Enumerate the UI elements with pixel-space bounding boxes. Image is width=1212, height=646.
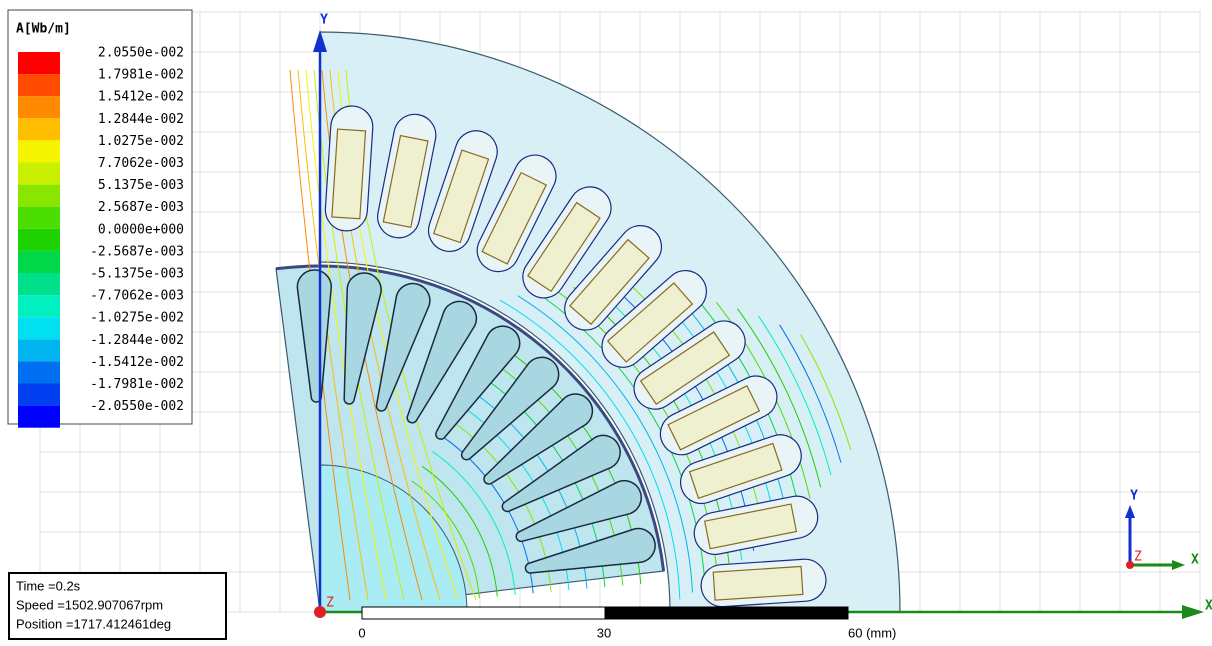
- info-line: Time =0.2s: [16, 578, 81, 593]
- legend-swatch: [18, 251, 60, 273]
- legend-label: 1.0275e-002: [98, 134, 184, 149]
- legend-label: 7.7062e-003: [98, 156, 184, 171]
- legend-label: -1.2844e-002: [90, 333, 184, 348]
- y-axis-label: Y: [320, 13, 328, 28]
- scale-label: 60 (mm): [848, 625, 896, 640]
- legend-label: 0.0000e+000: [98, 222, 184, 237]
- legend-swatch: [18, 273, 60, 295]
- legend-label: 5.1375e-003: [98, 178, 184, 193]
- legend-swatch: [18, 118, 60, 140]
- legend-label: -7.7062e-003: [90, 289, 184, 304]
- motor-geometry: [276, 32, 900, 612]
- legend-swatch: [18, 229, 60, 251]
- legend-swatch: [18, 185, 60, 207]
- legend-swatch: [18, 339, 60, 361]
- stator-slot: [700, 558, 827, 608]
- scale-label: 30: [597, 625, 611, 640]
- legend-swatch: [18, 207, 60, 229]
- legend-swatch: [18, 295, 60, 317]
- stator-slot: [324, 105, 374, 232]
- legend-swatch: [18, 96, 60, 118]
- triad-y-arrow: [1125, 505, 1135, 518]
- coil: [713, 566, 803, 600]
- legend-label: 1.5412e-002: [98, 90, 184, 105]
- triad-x-label: X: [1191, 553, 1199, 568]
- legend-swatch: [18, 384, 60, 406]
- x-arrow: [1182, 605, 1204, 619]
- triad-origin: [1126, 561, 1134, 569]
- legend-label: -5.1375e-003: [90, 267, 184, 282]
- triad-x-arrow: [1172, 560, 1185, 570]
- legend-swatch: [18, 406, 60, 428]
- legend-label: 2.5687e-003: [98, 200, 184, 215]
- legend-swatch: [18, 140, 60, 162]
- legend-label: -2.5687e-003: [90, 244, 184, 259]
- legend-label: -1.0275e-002: [90, 311, 184, 326]
- info-line: Speed =1502.907067rpm: [16, 597, 163, 612]
- scale-label: 0: [358, 625, 365, 640]
- scale-bar-black: [605, 607, 848, 619]
- z-axis-label: Z: [326, 596, 334, 611]
- legend-label: -1.5412e-002: [90, 355, 184, 370]
- legend-title: A[Wb/m]: [16, 22, 71, 37]
- field-view: Y X Z Y X Z 0 30 60 (mm) A[Wb/m] 2.0550e-0…: [0, 0, 1212, 646]
- legend-label: 1.2844e-002: [98, 112, 184, 127]
- scale-bar-white: [362, 607, 605, 619]
- info-line: Position =1717.412461deg: [16, 616, 171, 631]
- triad-y-label: Y: [1130, 489, 1138, 504]
- legend-swatch: [18, 163, 60, 185]
- triad-z-label: Z: [1134, 550, 1142, 565]
- legend-label: -1.7981e-002: [90, 377, 184, 392]
- legend-swatch: [18, 74, 60, 96]
- legend-swatch: [18, 52, 60, 74]
- x-axis-label: X: [1205, 599, 1212, 614]
- triad: Y X Z: [1125, 489, 1199, 571]
- origin: [314, 606, 326, 618]
- legend-label: 1.7981e-002: [98, 68, 184, 83]
- legend-swatch: [18, 361, 60, 383]
- legend-swatch: [18, 317, 60, 339]
- legend-label: 2.0550e-002: [98, 46, 184, 61]
- legend-label: -2.0550e-002: [90, 399, 184, 414]
- coil: [332, 129, 366, 219]
